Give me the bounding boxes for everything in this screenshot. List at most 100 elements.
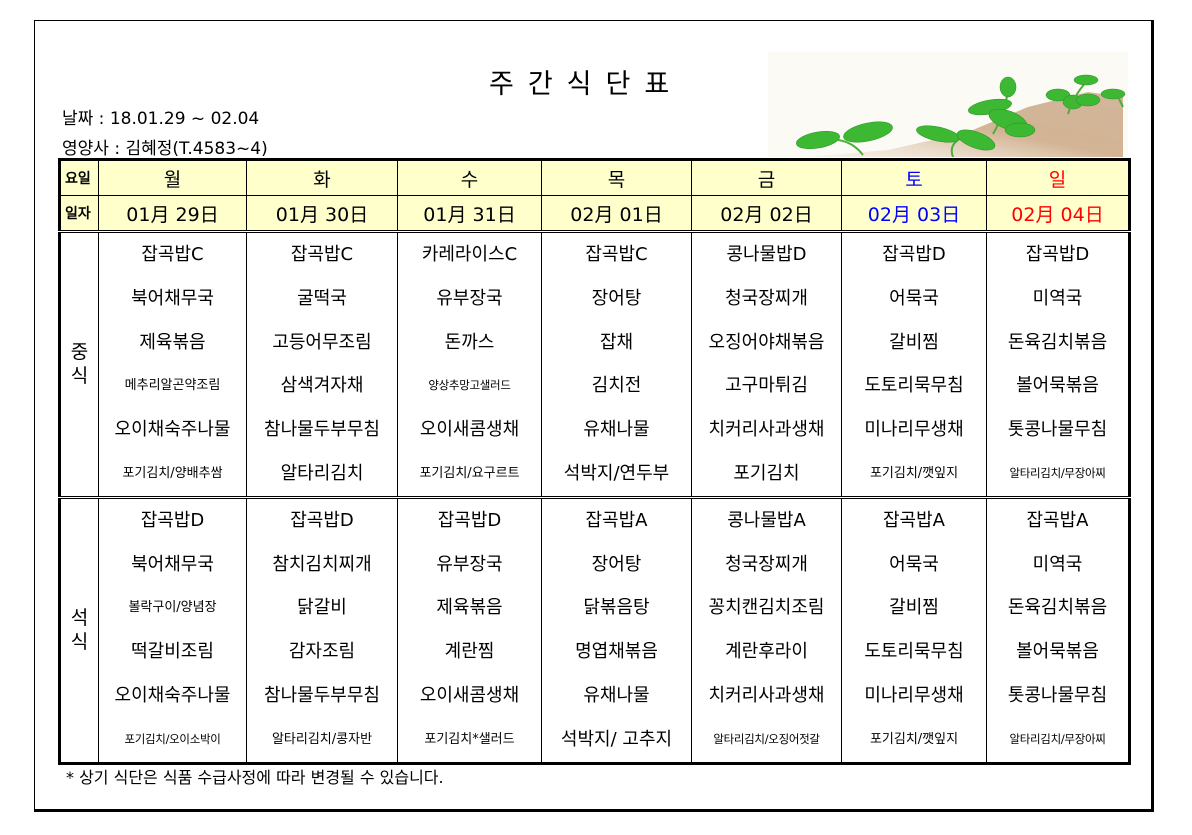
- menu-item: 제육볶음: [139, 331, 206, 353]
- menu-item: 잡곡밥D: [1025, 244, 1090, 265]
- menu-item: 미역국: [1032, 553, 1083, 575]
- menu-item: 잡곡밥C: [290, 244, 354, 265]
- menu-item: 장어탕: [591, 553, 642, 575]
- menu-item: 포기김치/요구르트: [419, 465, 520, 481]
- dinner-thu: 잡곡밥A 장어탕 닭볶음탕 명엽채볶음 유채나물 석박지/ 고추지: [541, 496, 692, 764]
- page-title: 주간식단표: [489, 69, 684, 100]
- lunch-mon: 잡곡밥C 북어채무국 제육볶음 메추리알곤약조림 오이채숙주나물 포기김치/양배…: [98, 231, 247, 499]
- menu-item: 치커리사과생채: [708, 684, 825, 706]
- menu-item: 포기김치/양배추쌈: [122, 465, 223, 481]
- menu-item: 갈비찜: [889, 331, 939, 353]
- menu-item: 떡갈비조림: [131, 641, 214, 663]
- nutritionist-info: 영양사 : 김혜정(T.4583~4): [62, 139, 268, 159]
- weekday-row-label: 요일: [59, 159, 99, 196]
- menu-item: 고구마튀김: [725, 375, 808, 397]
- date-sun: 02月 04日: [986, 195, 1130, 233]
- menu-item: 포기김치/깻잎지: [869, 731, 959, 747]
- menu-item: 알타리김치: [280, 462, 364, 484]
- menu-item: 알타리김치/무장아찌: [1009, 465, 1106, 480]
- menu-item: 오이채숙주나물: [114, 419, 231, 441]
- dinner-fri: 콩나물밥A 청국장찌개 꽁치캔김치조림 계란후라이 치커리사과생채 알타리김치/…: [691, 496, 842, 764]
- menu-item: 돈까스: [444, 331, 495, 353]
- menu-item: 돈육김치볶음: [1007, 331, 1108, 353]
- lunch-fri: 콩나물밥D 청국장찌개 오징어야채볶음 고구마튀김 치커리사과생채 포기김치: [691, 231, 842, 499]
- lunch-tue: 잡곡밥C 굴떡국 고등어무조림 삼색겨자채 참나물두부무침 알타리김치: [246, 231, 398, 499]
- dinner-label: 석 식: [59, 496, 99, 764]
- dinner-tue: 잡곡밥D 참치김치찌개 닭갈비 감자조림 참나물두부무침 알타리김치/콩자반: [246, 496, 398, 764]
- menu-item: 제육볶음: [436, 597, 503, 619]
- menu-item: 계란후라이: [725, 641, 808, 663]
- menu-item: 계란찜: [444, 641, 495, 663]
- menu-item: 갈비찜: [889, 597, 939, 619]
- menu-item: 포기김치/깻잎지: [869, 465, 959, 481]
- menu-item: 돈육김치볶음: [1007, 597, 1108, 619]
- dinner-sat: 잡곡밥A 어묵국 갈비찜 도토리묵무침 미나리무생채 포기김치/깻잎지: [841, 496, 987, 764]
- lunch-sun: 잡곡밥D 미역국 돈육김치볶음 볼어묵볶음 톳콩나물무침 알타리김치/무장아찌: [986, 231, 1130, 499]
- menu-item: 잡채: [599, 331, 634, 353]
- weekday-sat: 토: [841, 159, 987, 196]
- weekday-fri: 금: [691, 159, 842, 196]
- menu-item: 감자조림: [288, 641, 356, 663]
- date-tue: 01月 30日: [246, 195, 398, 233]
- menu-item: 도토리묵무침: [864, 375, 964, 397]
- date-row-label: 일자: [59, 195, 99, 233]
- menu-item: 참나물두부무침: [264, 684, 380, 706]
- menu-item: 닭볶음탕: [583, 597, 650, 619]
- menu-item: 잡곡밥A: [883, 509, 945, 531]
- menu-item: 포기김치/오이소박이: [124, 731, 221, 746]
- dinner-mon: 잡곡밥D 북어채무국 볼락구이/양념장 떡갈비조림 오이채숙주나물 포기김치/오…: [98, 496, 247, 764]
- date-wed: 01月 31日: [397, 195, 542, 233]
- menu-item: 볼어묵볶음: [1016, 375, 1099, 397]
- menu-item: 삼색겨자채: [280, 375, 364, 397]
- menu-item: 유채나물: [583, 684, 650, 706]
- menu-item: 알타리김치/콩자반: [271, 731, 373, 747]
- menu-item: 잡곡밥A: [1026, 509, 1089, 531]
- menu-item: 참나물두부무침: [264, 419, 380, 441]
- dinner-row: 석 식 잡곡밥D 북어채무국 볼락구이/양념장 떡갈비조림 오이채숙주나물 포기…: [59, 496, 1130, 764]
- menu-item: 톳콩나물무침: [1007, 419, 1108, 441]
- menu-item: 석박지/연두부: [563, 462, 670, 484]
- date-range: 날짜 : 18.01.29 ~ 02.04: [62, 109, 260, 129]
- menu-item: 잡곡밥D: [140, 509, 205, 531]
- menu-item: 김치전: [591, 375, 642, 397]
- menu-item: 잡곡밥C: [585, 244, 648, 265]
- menu-item: 양상추망고샐러드: [428, 378, 511, 393]
- menu-item: 잡곡밥D: [882, 244, 946, 265]
- lunch-row: 중 식 잡곡밥C 북어채무국 제육볶음 메추리알곤약조림 오이채숙주나물 포기김…: [59, 231, 1130, 499]
- page-frame: [34, 20, 1154, 812]
- dinner-sun: 잡곡밥A 미역국 돈육김치볶음 볼어묵볶음 톳콩나물무침 알타리김치/무장아찌: [986, 496, 1130, 764]
- menu-item: 고등어무조림: [272, 331, 372, 353]
- menu-item: 오이새콤생채: [419, 684, 520, 706]
- menu-item: 석박지/ 고추지: [560, 728, 673, 750]
- menu-item: 닭갈비: [297, 597, 347, 619]
- menu-item: 콩나물밥A: [727, 509, 806, 531]
- menu-item: 잡곡밥C: [141, 244, 204, 265]
- menu-item: 치커리사과생채: [708, 419, 825, 441]
- menu-item: 장어탕: [591, 287, 642, 309]
- menu-item: 콩나물밥D: [726, 244, 807, 265]
- dinner-wed: 잡곡밥D 유부장국 제육볶음 계란찜 오이새콤생채 포기김치*샐러드: [397, 496, 542, 764]
- menu-item: 유채나물: [583, 419, 650, 441]
- lunch-thu: 잡곡밥C 장어탕 잡채 김치전 유채나물 석박지/연두부: [541, 231, 692, 499]
- menu-item: 포기김치: [733, 462, 800, 484]
- menu-item: 유부장국: [436, 553, 503, 575]
- date-fri: 02月 02日: [691, 195, 842, 233]
- menu-item: 오징어야채볶음: [708, 331, 825, 353]
- menu-item: 잡곡밥A: [585, 509, 648, 531]
- menu-item: 명엽채볶음: [575, 641, 658, 663]
- weekday-wed: 수: [397, 159, 542, 196]
- menu-item: 톳콩나물무침: [1007, 684, 1108, 706]
- menu-item: 오이새콤생채: [419, 419, 520, 441]
- date-sat: 02月 03日: [841, 195, 987, 233]
- weekday-sun: 일: [986, 159, 1130, 196]
- menu-item: 굴떡국: [297, 287, 347, 309]
- menu-item: 북어채무국: [131, 287, 214, 309]
- menu-item: 도토리묵무침: [864, 641, 964, 663]
- date-row: 일자 01月 29日 01月 30日 01月 31日 02月 01日 02月 0…: [59, 195, 1130, 233]
- lunch-wed: 카레라이스C 유부장국 돈까스 양상추망고샐러드 오이새콤생채 포기김치/요구르…: [397, 231, 542, 499]
- menu-item: 포기김치*샐러드: [424, 731, 515, 747]
- menu-item: 메추리알곤약조림: [124, 378, 221, 394]
- menu-item: 오이채숙주나물: [114, 684, 231, 706]
- menu-item: 미역국: [1032, 287, 1083, 309]
- menu-item: 잡곡밥D: [437, 509, 502, 531]
